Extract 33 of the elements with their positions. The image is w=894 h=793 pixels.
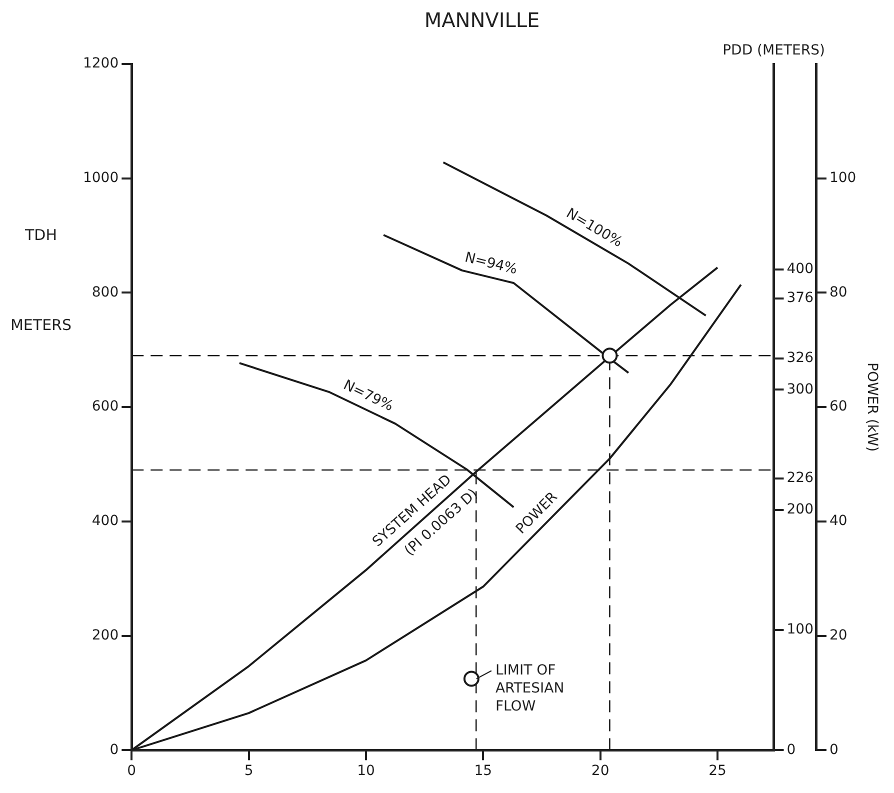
y2-axis-title: POWER (kW) <box>864 362 880 452</box>
y2-tick-label: 80 <box>829 284 848 300</box>
y-tick-label: 400 <box>92 513 119 530</box>
chart-title: MANNVILLE <box>424 8 540 32</box>
y2-tick-label: 60 <box>829 398 848 415</box>
y2-tick-label: 20 <box>829 627 848 644</box>
y3-tick-label: 200 <box>786 501 814 518</box>
x-tick-label: 25 <box>708 763 726 780</box>
y3-tick-label: 376 <box>786 290 814 306</box>
x-tick-label: 20 <box>591 763 610 780</box>
y-tick-label: 800 <box>92 284 119 300</box>
y-tick-label: 200 <box>92 627 119 644</box>
y-tick-label: 0 <box>110 742 119 758</box>
y3-tick-label: 0 <box>786 742 796 758</box>
x-tick-label: 5 <box>244 763 254 780</box>
y-tick-label: 1200 <box>82 56 119 72</box>
y2-tick-label: 100 <box>829 170 856 186</box>
y3-tick-label: 226 <box>786 470 814 486</box>
y3-axis-title: PDD (METERS) <box>722 42 825 59</box>
y-tick-label: 600 <box>92 398 119 415</box>
y3-tick-label: 300 <box>786 381 814 398</box>
y3-tick-label: 326 <box>786 350 814 366</box>
y3-tick-label: 100 <box>786 622 814 638</box>
x-tick-label: 10 <box>357 763 375 780</box>
y3-tick-label: 400 <box>786 261 814 278</box>
y2-tick-label: 40 <box>829 513 848 530</box>
text: N=94% <box>463 250 519 278</box>
y-tick-label: 1000 <box>82 170 119 186</box>
x-tick-label: 15 <box>474 763 492 780</box>
annotation: LIMIT OF ARTESIAN FLOW <box>495 662 564 714</box>
x-tick-label: 0 <box>127 763 136 780</box>
text: TDH METERS <box>10 226 72 334</box>
y2-tick-label: 0 <box>829 742 838 758</box>
